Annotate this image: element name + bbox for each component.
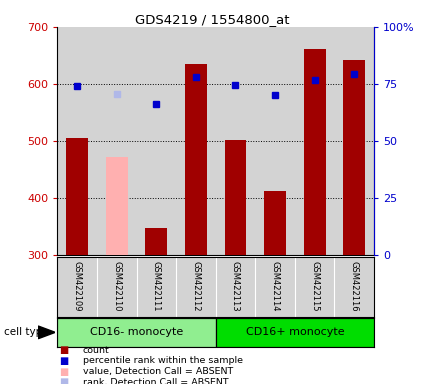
Text: CD16- monocyte: CD16- monocyte xyxy=(90,327,183,338)
Bar xyxy=(304,49,326,255)
Text: GSM422113: GSM422113 xyxy=(231,260,240,311)
Bar xyxy=(66,138,88,255)
Polygon shape xyxy=(38,326,55,339)
Text: percentile rank within the sample: percentile rank within the sample xyxy=(83,356,243,366)
Text: ■: ■ xyxy=(60,367,69,377)
Text: GSM422114: GSM422114 xyxy=(271,261,280,311)
Bar xyxy=(145,228,167,255)
Text: GSM422115: GSM422115 xyxy=(310,261,319,311)
Text: ■: ■ xyxy=(60,377,69,384)
Text: GSM422109: GSM422109 xyxy=(73,261,82,311)
Text: count: count xyxy=(83,346,110,355)
Text: rank, Detection Call = ABSENT: rank, Detection Call = ABSENT xyxy=(83,378,229,384)
Bar xyxy=(215,318,374,347)
Text: value, Detection Call = ABSENT: value, Detection Call = ABSENT xyxy=(83,367,233,376)
Text: GSM422111: GSM422111 xyxy=(152,261,161,311)
Text: GSM422110: GSM422110 xyxy=(112,261,121,311)
Bar xyxy=(224,140,246,255)
Bar xyxy=(343,60,365,255)
Text: CD16+ monocyte: CD16+ monocyte xyxy=(246,327,344,338)
Text: GSM422112: GSM422112 xyxy=(191,261,201,311)
Bar xyxy=(264,191,286,255)
Bar xyxy=(106,157,128,255)
Bar xyxy=(185,64,207,255)
Text: GSM422116: GSM422116 xyxy=(350,260,359,311)
Text: ■: ■ xyxy=(60,345,69,355)
Text: ■: ■ xyxy=(60,356,69,366)
Text: cell type: cell type xyxy=(4,327,49,338)
Bar xyxy=(57,318,215,347)
Text: GDS4219 / 1554800_at: GDS4219 / 1554800_at xyxy=(135,13,290,26)
